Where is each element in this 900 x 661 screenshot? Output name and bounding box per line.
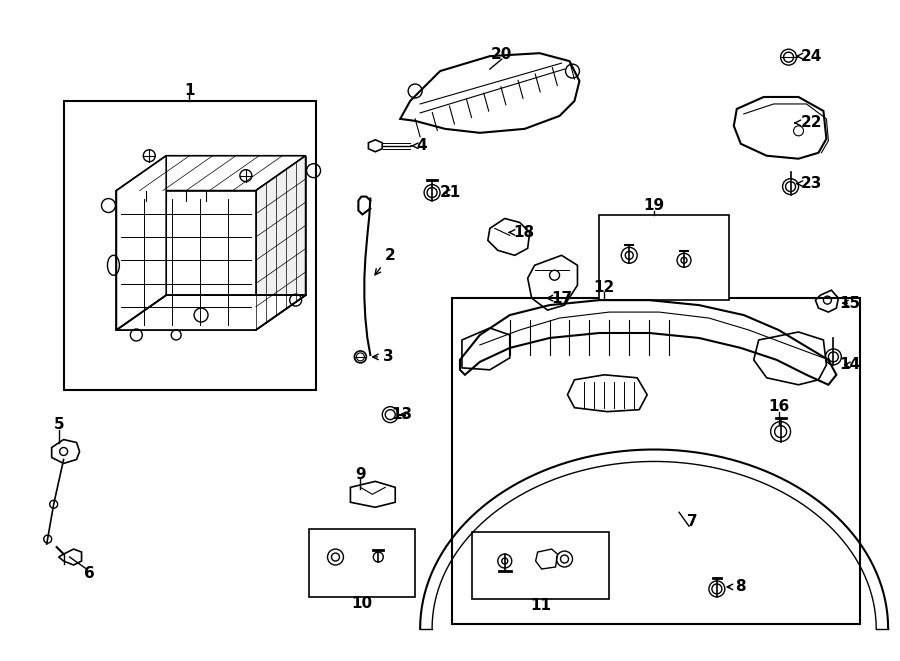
Text: 8: 8: [727, 580, 746, 594]
Text: 15: 15: [840, 295, 861, 311]
Text: 4: 4: [411, 138, 428, 153]
Text: 12: 12: [594, 280, 615, 295]
Text: 14: 14: [840, 358, 861, 372]
Bar: [452, 298, 860, 624]
Text: 2: 2: [375, 248, 396, 275]
Polygon shape: [256, 156, 306, 330]
Polygon shape: [116, 156, 166, 330]
Text: 10: 10: [352, 596, 373, 611]
Text: 6: 6: [84, 566, 94, 582]
Bar: [599, 215, 729, 300]
Text: 20: 20: [491, 47, 512, 61]
Text: 17: 17: [547, 291, 572, 305]
Text: 3: 3: [373, 350, 393, 364]
Text: 7: 7: [687, 514, 698, 529]
Text: 11: 11: [530, 598, 551, 613]
Text: 1: 1: [184, 83, 194, 98]
Text: 18: 18: [509, 225, 535, 240]
Text: 13: 13: [392, 407, 413, 422]
Bar: [309, 529, 415, 597]
Polygon shape: [116, 190, 256, 330]
Text: 22: 22: [795, 116, 823, 130]
Text: 16: 16: [768, 399, 789, 414]
Text: 5: 5: [53, 417, 64, 432]
Text: 23: 23: [797, 176, 823, 191]
Text: 21: 21: [439, 185, 461, 200]
Polygon shape: [116, 156, 306, 190]
Text: 9: 9: [356, 467, 365, 482]
Bar: [64, 101, 316, 390]
Text: 19: 19: [644, 198, 665, 213]
Text: 24: 24: [797, 49, 823, 63]
Polygon shape: [116, 295, 306, 330]
Bar: [472, 532, 609, 599]
